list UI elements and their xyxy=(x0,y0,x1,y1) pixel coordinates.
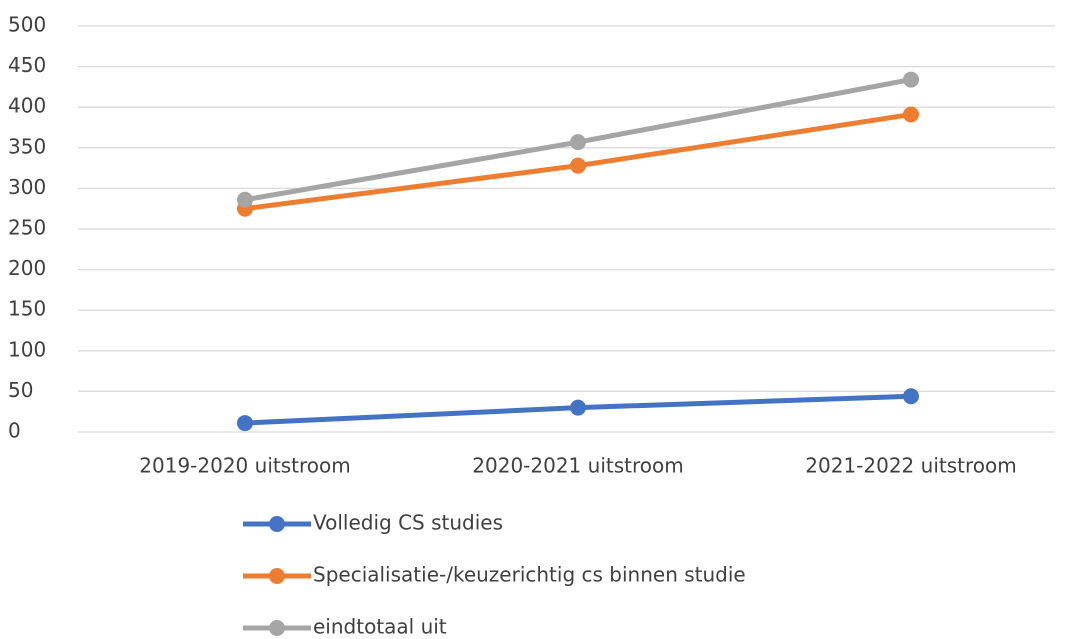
y-tick-label: 150 xyxy=(8,297,46,321)
y-tick-label: 50 xyxy=(8,378,33,402)
marker xyxy=(570,399,586,416)
marker xyxy=(570,157,586,174)
y-tick-label: 300 xyxy=(8,175,46,199)
legend-label: eindtotaal uit xyxy=(313,615,447,639)
y-tick-label: 400 xyxy=(8,94,46,118)
legend-marker xyxy=(269,568,285,584)
x-tick-label: 2019-2020 uitstroom xyxy=(139,454,350,478)
y-tick-label: 0 xyxy=(8,419,21,443)
marker xyxy=(237,415,253,432)
marker xyxy=(903,71,919,88)
marker xyxy=(903,388,919,405)
y-tick-label: 200 xyxy=(8,256,46,280)
legend-marker xyxy=(269,516,285,532)
x-tick-label: 2021-2022 uitstroom xyxy=(805,454,1016,478)
y-tick-label: 500 xyxy=(8,13,46,37)
legend-marker xyxy=(269,620,285,636)
legend-label: Volledig CS studies xyxy=(313,511,503,535)
marker xyxy=(570,134,586,151)
y-tick-label: 350 xyxy=(8,134,46,158)
marker xyxy=(903,106,919,123)
x-tick-label: 2020-2021 uitstroom xyxy=(472,454,683,478)
marker xyxy=(237,191,253,208)
y-tick-label: 100 xyxy=(8,337,46,361)
legend-label: Specialisatie-/keuzerichtig cs binnen st… xyxy=(313,563,746,587)
y-tick-label: 450 xyxy=(8,53,46,77)
y-tick-label: 250 xyxy=(8,216,46,240)
